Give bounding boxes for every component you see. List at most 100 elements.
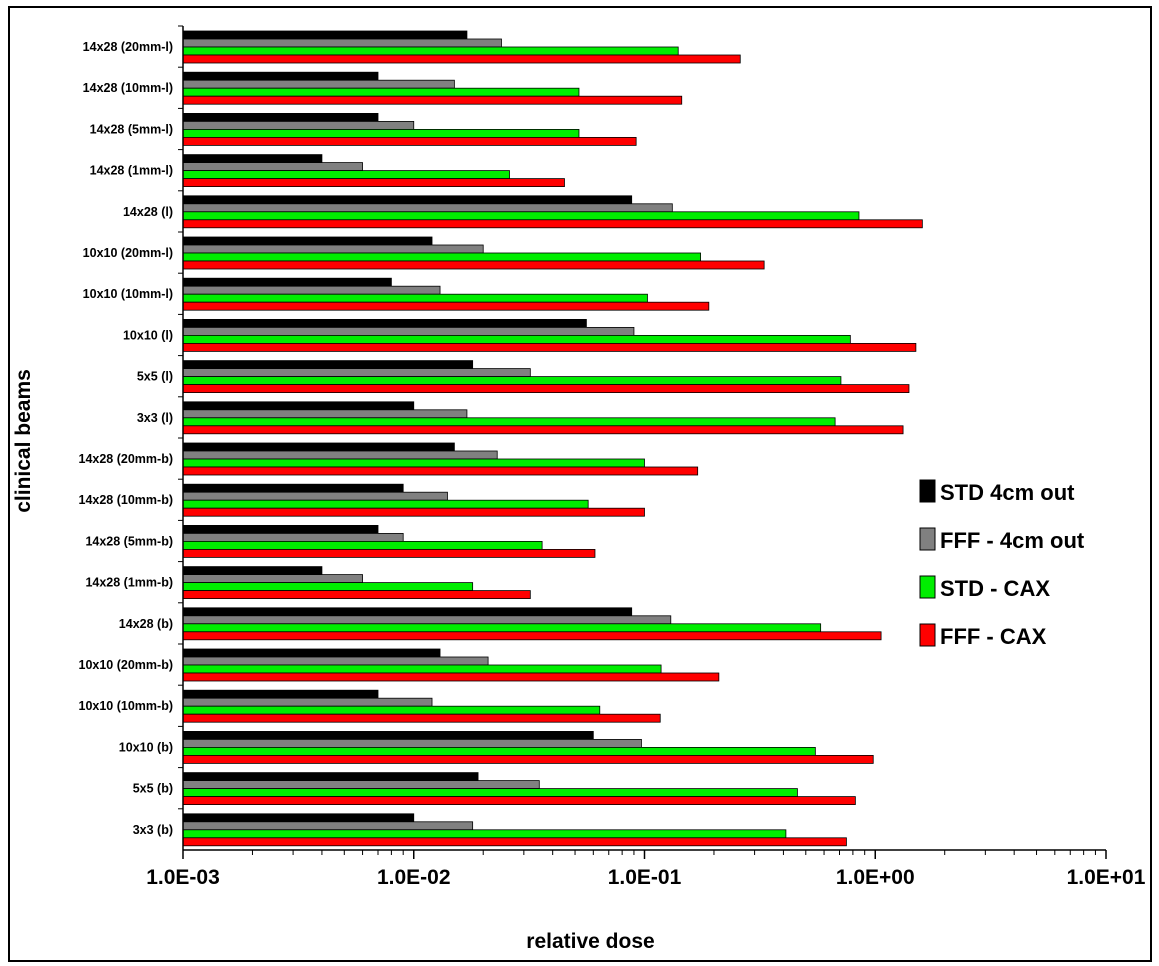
bar	[182, 417, 836, 427]
category-label: 14x28 (b)	[119, 617, 173, 631]
bar	[182, 219, 923, 229]
bar	[182, 656, 489, 666]
bar	[182, 829, 787, 839]
bar	[182, 170, 510, 180]
y-axis-title: clinical beams	[12, 369, 35, 513]
bar	[182, 46, 679, 56]
bar	[182, 821, 474, 831]
legend-swatch	[919, 527, 936, 551]
bar	[182, 739, 642, 748]
category-label: 14x28 (10mm-l)	[83, 81, 173, 95]
bar	[182, 533, 404, 542]
bar	[182, 277, 392, 287]
bar	[182, 796, 856, 805]
x-tick-label: 1.0E-01	[608, 866, 682, 889]
bar	[182, 499, 589, 509]
bar	[182, 483, 404, 493]
category-label: 10x10 (b)	[119, 740, 173, 754]
category-label: 14x28 (1mm-b)	[85, 576, 173, 590]
bar	[182, 260, 765, 270]
bar	[182, 178, 565, 188]
category-label: 10x10 (10mm-l)	[83, 287, 173, 301]
bar	[182, 813, 415, 823]
bar	[182, 121, 415, 130]
bar	[182, 71, 379, 81]
bar	[182, 772, 479, 781]
bar	[182, 837, 847, 847]
category-label: 14x28 (l)	[123, 205, 173, 219]
category-label: 14x28 (1mm-l)	[90, 164, 173, 178]
bar	[182, 755, 874, 764]
bar	[182, 525, 379, 534]
bar	[182, 342, 917, 352]
bar	[182, 236, 433, 246]
bar	[182, 113, 379, 122]
bar	[182, 136, 637, 146]
x-tick-label: 1.0E-03	[146, 866, 220, 889]
bar	[182, 648, 441, 658]
bar	[182, 582, 474, 591]
bar	[182, 301, 710, 311]
category-label: 14x28 (20mm-b)	[79, 452, 174, 466]
legend-label: FFF - CAX	[940, 624, 1047, 649]
bar	[182, 607, 633, 617]
bar	[182, 252, 701, 262]
bar	[182, 384, 910, 394]
bar	[182, 458, 645, 468]
x-tick-label: 1.0E-02	[377, 866, 451, 889]
bar	[182, 162, 363, 172]
bar	[182, 549, 596, 558]
bar	[182, 38, 502, 48]
category-label: 14x28 (5mm-b)	[85, 534, 173, 548]
bar	[182, 631, 882, 641]
bar	[182, 566, 323, 575]
bar	[182, 672, 720, 682]
bar	[182, 54, 741, 64]
bar	[182, 713, 661, 723]
legend-swatch	[919, 575, 936, 599]
bar	[182, 334, 851, 344]
legend-label: FFF - 4cm out	[940, 528, 1085, 553]
bar-chart: 1.0E-03 1.0E-02 1.0E-01 1.0E+00 1.0E+01 14x2…	[12, 25, 1146, 953]
bar	[182, 731, 594, 740]
bar	[182, 244, 484, 254]
bar	[182, 466, 699, 476]
bar	[182, 30, 468, 40]
bar	[182, 79, 455, 89]
bar	[182, 664, 662, 674]
category-label: 10x10 (l)	[123, 328, 173, 342]
bar	[182, 623, 822, 633]
category-labels-group: 14x28 (20mm-l) 14x28 (10mm-l) 14x28 (5mm-l…	[79, 25, 183, 837]
category-label: 14x28 (10mm-b)	[79, 493, 174, 507]
bar	[182, 409, 468, 419]
bar	[182, 203, 673, 213]
bar	[182, 360, 474, 370]
legend-swatch	[919, 623, 936, 647]
category-label: 3x3 (b)	[133, 823, 173, 837]
bar	[182, 574, 363, 583]
bars-group	[182, 30, 923, 847]
bar	[182, 95, 683, 105]
category-label: 10x10 (20mm-b)	[79, 658, 174, 672]
legend: STD 4cm out FFF - 4cm out STD - CAX FFF - C…	[919, 479, 1085, 649]
bar	[182, 401, 415, 411]
axes-group	[182, 26, 1106, 851]
category-label: 10x10 (10mm-b)	[79, 699, 174, 713]
bar	[182, 780, 540, 789]
x-tick-label: 1.0E+00	[836, 866, 915, 889]
bar	[182, 211, 860, 221]
bar	[182, 747, 816, 756]
category-label: 5x5 (b)	[133, 782, 173, 796]
bar	[182, 615, 672, 625]
bar	[182, 195, 633, 205]
bar	[182, 129, 580, 138]
bar	[182, 442, 455, 452]
bar	[182, 326, 635, 336]
bar	[182, 541, 543, 550]
legend-label: STD 4cm out	[940, 480, 1075, 505]
bar	[182, 87, 580, 97]
bar	[182, 368, 531, 378]
category-label: 14x28 (20mm-l)	[83, 40, 173, 54]
bar	[182, 705, 601, 715]
bar	[182, 376, 842, 386]
